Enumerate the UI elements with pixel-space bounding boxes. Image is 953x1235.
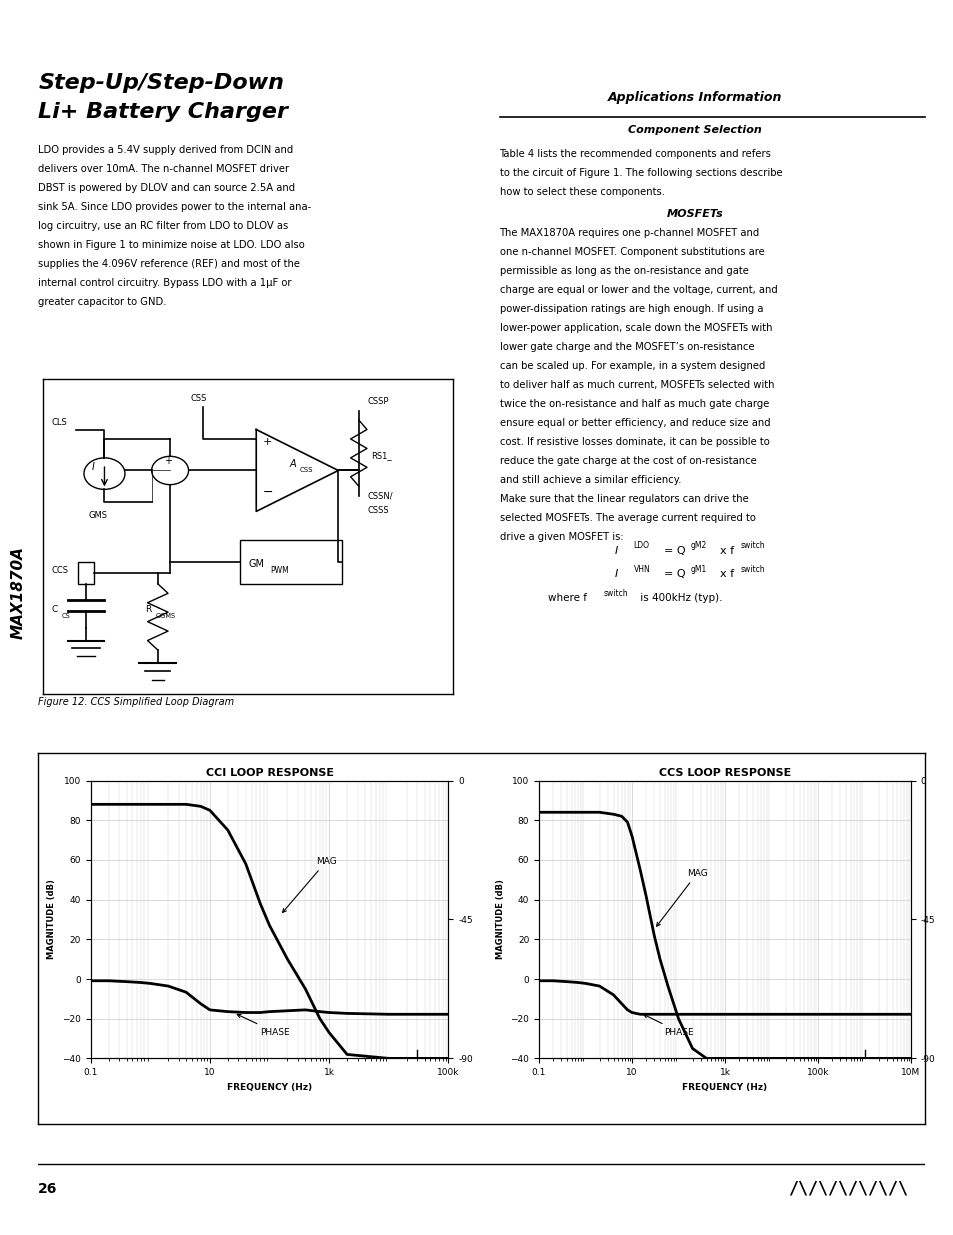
Text: +: + (164, 456, 172, 466)
Text: I: I (92, 462, 95, 473)
Y-axis label: MAGNITUDE (dB): MAGNITUDE (dB) (496, 879, 504, 960)
Text: log circuitry, use an RC filter from LDO to DLOV as: log circuitry, use an RC filter from LDO… (38, 221, 288, 231)
Title: CCS LOOP RESPONSE: CCS LOOP RESPONSE (659, 768, 790, 778)
Text: switch: switch (740, 541, 764, 550)
Text: drive a given MOSFET is:: drive a given MOSFET is: (499, 532, 622, 542)
Text: = Q: = Q (663, 569, 684, 579)
X-axis label: FREQUENCY (Hz): FREQUENCY (Hz) (227, 1083, 312, 1092)
Text: GMS: GMS (88, 511, 107, 520)
Text: RS1_: RS1_ (371, 451, 392, 459)
Text: 26: 26 (38, 1182, 57, 1195)
Text: PWM: PWM (271, 566, 289, 574)
Text: lower gate charge and the MOSFET’s on-resistance: lower gate charge and the MOSFET’s on-re… (499, 342, 754, 352)
Text: CSSP: CSSP (367, 398, 388, 406)
Text: reduce the gate charge at the cost of on-resistance: reduce the gate charge at the cost of on… (499, 456, 756, 466)
Text: Applications Information: Applications Information (607, 90, 781, 104)
Text: MOSFETs: MOSFETs (665, 209, 722, 219)
Text: twice the on-resistance and half as much gate charge: twice the on-resistance and half as much… (499, 399, 768, 409)
Text: Li+ Battery Charger: Li+ Battery Charger (38, 101, 288, 121)
Text: +: + (262, 437, 272, 447)
Text: The MAX1870A requires one p-channel MOSFET and: The MAX1870A requires one p-channel MOSF… (499, 227, 759, 237)
Text: R: R (145, 605, 152, 614)
Text: switch: switch (740, 566, 764, 574)
Text: Table 4 lists the recommended components and refers: Table 4 lists the recommended components… (499, 149, 771, 159)
Bar (239, 540, 342, 584)
Text: shown in Figure 1 to minimize noise at LDO. LDO also: shown in Figure 1 to minimize noise at L… (38, 240, 305, 251)
Text: how to select these components.: how to select these components. (499, 188, 664, 198)
Text: PHASE: PHASE (237, 1014, 290, 1036)
Text: switch: switch (602, 589, 627, 598)
Text: A: A (289, 459, 295, 469)
Text: /\/\/\/\/\/\: /\/\/\/\/\/\ (787, 1179, 906, 1198)
Text: Step-Up/Step-Down: Step-Up/Step-Down (38, 73, 284, 94)
Text: CSSN/: CSSN/ (367, 492, 393, 501)
Text: Figure 12. CCS Simplified Loop Diagram: Figure 12. CCS Simplified Loop Diagram (38, 697, 234, 708)
Text: to deliver half as much current, MOSFETs selected with: to deliver half as much current, MOSFETs… (499, 380, 773, 390)
Text: MAX1870A: MAX1870A (10, 546, 26, 640)
Text: ensure equal or better efficiency, and reduce size and: ensure equal or better efficiency, and r… (499, 417, 769, 427)
Text: I: I (614, 546, 618, 556)
Bar (78, 562, 94, 584)
Text: CSSS: CSSS (367, 506, 388, 515)
Text: delivers over 10mA. The n-channel MOSFET driver: delivers over 10mA. The n-channel MOSFET… (38, 164, 289, 174)
Text: x f: x f (719, 546, 733, 556)
Text: Component Selection: Component Selection (627, 126, 760, 136)
Text: where f: where f (548, 593, 587, 604)
Text: MAG: MAG (656, 868, 707, 926)
Text: PHASE: PHASE (643, 1014, 694, 1036)
Title: CCI LOOP RESPONSE: CCI LOOP RESPONSE (205, 768, 334, 778)
Text: and still achieve a similar efficiency.: and still achieve a similar efficiency. (499, 475, 680, 485)
Text: can be scaled up. For example, in a system designed: can be scaled up. For example, in a syst… (499, 361, 764, 370)
Text: CS: CS (61, 614, 71, 620)
Text: one n-channel MOSFET. Component substitutions are: one n-channel MOSFET. Component substitu… (499, 247, 763, 257)
Text: LDO: LDO (633, 541, 649, 550)
Text: greater capacitor to GND.: greater capacitor to GND. (38, 298, 167, 308)
Text: I: I (614, 569, 618, 579)
Text: VHN: VHN (633, 566, 650, 574)
Text: CLS: CLS (51, 417, 67, 427)
Text: = Q: = Q (663, 546, 684, 556)
Text: sink 5A. Since LDO provides power to the internal ana-: sink 5A. Since LDO provides power to the… (38, 203, 311, 212)
Text: GM: GM (248, 558, 264, 568)
Text: OGMS: OGMS (155, 614, 175, 620)
Text: LDO provides a 5.4V supply derived from DCIN and: LDO provides a 5.4V supply derived from … (38, 144, 294, 156)
Text: Figure 13. CCI and CCS Loop Response: Figure 13. CCI and CCS Loop Response (38, 1052, 229, 1062)
Text: gM2: gM2 (690, 541, 706, 550)
Text: CSS: CSS (191, 394, 207, 403)
Text: internal control circuitry. Bypass LDO with a 1μF or: internal control circuitry. Bypass LDO w… (38, 278, 292, 288)
Text: power-dissipation ratings are high enough. If using a: power-dissipation ratings are high enoug… (499, 304, 762, 314)
Text: cost. If resistive losses dominate, it can be possible to: cost. If resistive losses dominate, it c… (499, 437, 768, 447)
Text: −: − (262, 487, 273, 499)
Text: CSS: CSS (299, 468, 313, 473)
Text: gM1: gM1 (690, 566, 706, 574)
Text: is 400kHz (typ).: is 400kHz (typ). (637, 593, 721, 604)
X-axis label: FREQUENCY (Hz): FREQUENCY (Hz) (681, 1083, 767, 1092)
Text: MAG: MAG (282, 857, 336, 913)
Text: C: C (51, 605, 57, 614)
Text: to the circuit of Figure 1. The following sections describe: to the circuit of Figure 1. The followin… (499, 168, 781, 178)
Y-axis label: MAGNITUDE (dB): MAGNITUDE (dB) (48, 879, 56, 960)
Text: Make sure that the linear regulators can drive the: Make sure that the linear regulators can… (499, 494, 747, 504)
Text: permissible as long as the on-resistance and gate: permissible as long as the on-resistance… (499, 266, 747, 275)
Text: x f: x f (719, 569, 733, 579)
Text: lower-power application, scale down the MOSFETs with: lower-power application, scale down the … (499, 322, 771, 332)
Text: charge are equal or lower and the voltage, current, and: charge are equal or lower and the voltag… (499, 285, 777, 295)
Text: supplies the 4.096V reference (REF) and most of the: supplies the 4.096V reference (REF) and … (38, 259, 300, 269)
Text: selected MOSFETs. The average current required to: selected MOSFETs. The average current re… (499, 513, 755, 522)
Text: DBST is powered by DLOV and can source 2.5A and: DBST is powered by DLOV and can source 2… (38, 183, 295, 193)
Text: CCS: CCS (51, 566, 68, 574)
